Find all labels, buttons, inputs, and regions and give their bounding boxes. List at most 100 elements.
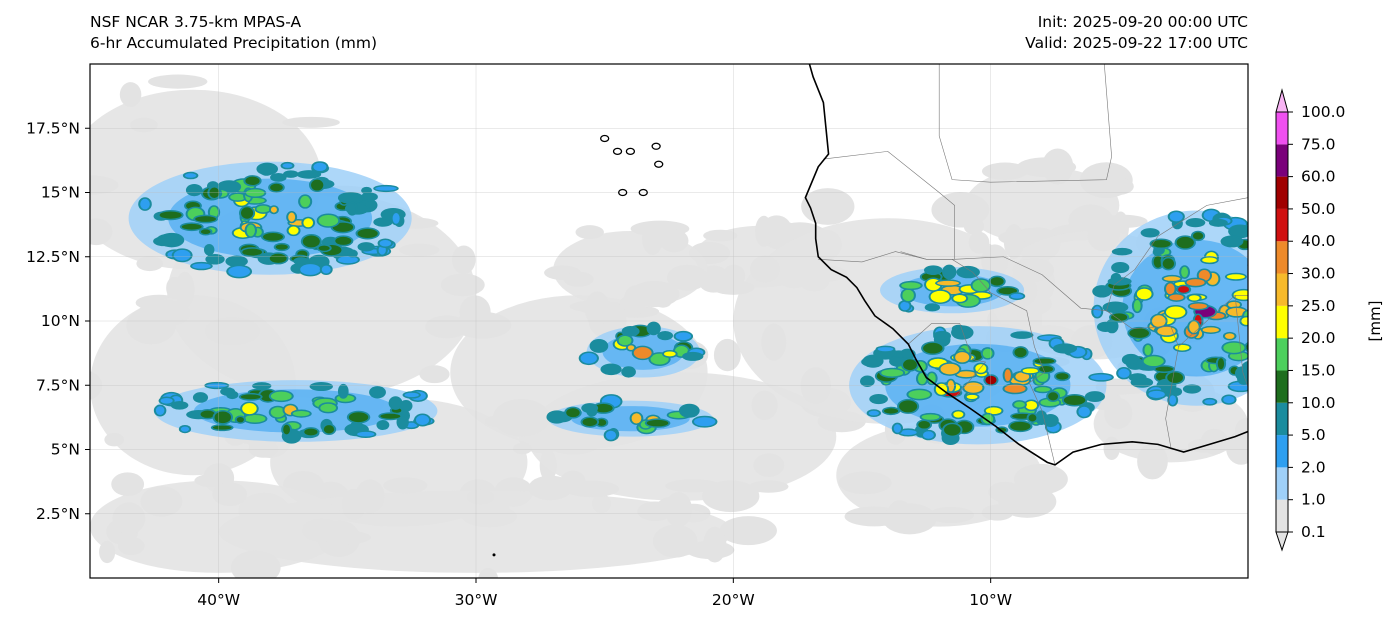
light-precip-cell — [619, 295, 638, 311]
precip-cell-core — [240, 207, 254, 219]
precip-cell-core — [953, 326, 972, 339]
country-border — [1234, 295, 1248, 388]
precip-cell-core — [1162, 385, 1173, 392]
country-border — [908, 323, 987, 399]
light-precip-cell — [664, 491, 693, 528]
precip-cell-core — [339, 193, 362, 203]
precip-cell-core — [1188, 295, 1200, 301]
precip-cell-core — [1044, 415, 1057, 426]
precip-cell-core — [956, 371, 976, 378]
precip-cell-core — [990, 277, 1004, 286]
precip-cell-core — [1022, 368, 1039, 374]
precip-cell-core — [580, 352, 597, 364]
precip-cell-core — [1056, 373, 1069, 380]
light-precip-cell — [248, 440, 279, 458]
precip-cell-core — [300, 195, 311, 208]
precip-cell-core — [275, 244, 288, 250]
colorbar-segment — [1276, 241, 1288, 274]
colorbar-tick-label: 5.0 — [1301, 426, 1326, 444]
precip-cell-core — [155, 406, 165, 415]
light-precip-cell — [749, 255, 781, 283]
precip-cell-core — [922, 431, 934, 439]
precip-cell-core — [302, 235, 320, 248]
precip-cell-core — [298, 171, 320, 178]
light-precip-cell — [341, 488, 366, 521]
colorbar-segment — [1276, 144, 1288, 177]
light-precip-cell — [981, 244, 1009, 278]
light-precip-cell — [230, 550, 281, 578]
light-precip-cell — [383, 477, 428, 494]
precip-cell-core — [618, 335, 632, 346]
saint-paul-rocks — [492, 553, 496, 557]
precip-cell-core — [195, 216, 217, 222]
precip-cell-core — [1172, 388, 1181, 395]
precip-cell-core — [1144, 344, 1152, 356]
precip-cell-core — [884, 408, 899, 414]
init-time: Init: 2025-09-20 00:00 UTC — [1037, 13, 1248, 31]
light-precip-cell — [1042, 148, 1074, 185]
precip-cell-core — [1054, 344, 1076, 353]
precip-cell-core — [392, 213, 400, 224]
precip-cell-core — [363, 188, 371, 193]
precip-cell-core — [230, 193, 246, 201]
title-block: NSF NCAR 3.75-km MPAS-A 6-hr Accumulated… — [90, 12, 377, 54]
precip-cell-core — [292, 411, 310, 417]
precip-cell-core — [627, 345, 635, 351]
precip-cell-core — [269, 253, 287, 263]
light-precip-cell — [282, 116, 340, 128]
precip-cell-core — [693, 417, 716, 427]
precip-cell-core — [375, 218, 391, 226]
precip-cell-core — [1113, 249, 1131, 254]
precip-system-central-cells-north — [578, 321, 706, 378]
precip-cell-core — [1014, 401, 1025, 408]
precip-cell-core — [1187, 219, 1204, 226]
light-precip-cell — [928, 506, 975, 524]
precip-cell-core — [359, 243, 373, 250]
light-precip-cell — [149, 489, 174, 510]
precip-cell-core — [270, 407, 285, 418]
precip-cell-core — [966, 394, 978, 399]
precip-cell-core — [1157, 326, 1176, 336]
cape-verde-island — [654, 160, 664, 168]
precip-cell-core — [596, 419, 607, 426]
light-precip-cell — [478, 567, 499, 578]
light-precip-cell — [755, 215, 773, 247]
light-precip-cell — [212, 482, 248, 507]
precip-cell-core — [921, 414, 940, 420]
x-tick-label: 20°W — [712, 591, 755, 609]
precip-cell-core — [1107, 320, 1117, 332]
light-precip-cell — [419, 365, 450, 384]
precip-cell-core — [285, 171, 297, 177]
precip-cell-core — [1202, 257, 1217, 263]
colorbar-segment — [1276, 208, 1288, 242]
precip-cell-core — [944, 266, 955, 278]
precip-cell-core — [1048, 392, 1059, 401]
precip-cell-core — [270, 206, 277, 213]
precip-cell-core — [1176, 236, 1194, 249]
precip-cell-core — [659, 332, 672, 339]
model-title: NSF NCAR 3.75-km MPAS-A — [90, 13, 302, 31]
gridlines — [90, 64, 1248, 578]
precip-cell-core — [246, 224, 255, 237]
precip-cell-core — [1035, 387, 1051, 392]
precip-cell-core — [1167, 372, 1184, 383]
light-precip-cell — [801, 188, 855, 225]
colorbar-unit-label: [mm] — [1366, 301, 1384, 342]
precip-cell-core — [282, 163, 293, 168]
precip-cell-core — [205, 245, 213, 255]
precip-cell-core — [1090, 374, 1112, 381]
precip-cell-core — [623, 367, 634, 377]
precip-cell-core — [1198, 270, 1210, 281]
precip-cell-core — [937, 280, 959, 286]
precip-cell-core — [646, 419, 669, 427]
light-precip-cell — [451, 245, 476, 275]
precip-cell-core — [1202, 327, 1219, 333]
colorbar-tick-label: 10.0 — [1301, 394, 1336, 412]
precip-cell-core — [404, 392, 419, 398]
precip-cell-core — [270, 391, 292, 401]
light-precip-cell — [702, 480, 760, 513]
precip-cell-core — [1148, 390, 1165, 398]
precip-cell-core — [246, 189, 265, 197]
precip-cell-core — [1169, 294, 1184, 301]
